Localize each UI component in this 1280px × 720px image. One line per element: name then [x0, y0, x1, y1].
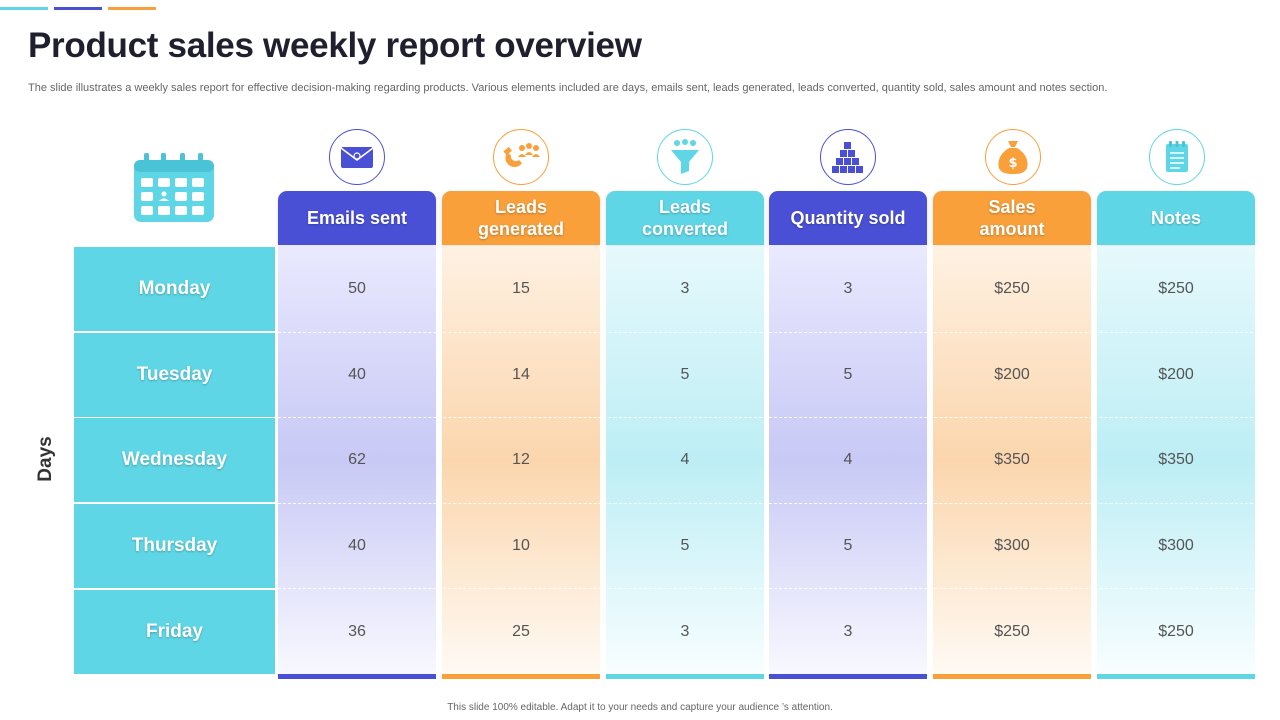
cell-monday-leads-converted: 3	[680, 280, 690, 297]
days-axis-label: Days	[35, 436, 56, 482]
page-subtitle: The slide illustrates a weekly sales rep…	[28, 82, 1108, 94]
calendar-icon	[132, 152, 216, 224]
accent-line-blue	[54, 7, 102, 10]
cell-monday-sales-amount: $250	[994, 280, 1030, 297]
stacked-boxes-icon	[820, 129, 876, 185]
cell-monday-emails-sent: 50	[348, 280, 366, 297]
column-bar-quantity-sold	[769, 674, 927, 679]
column-bar-emails-sent	[278, 674, 436, 679]
day-cell-friday: Friday	[74, 590, 275, 674]
cell-friday-emails-sent: 36	[348, 623, 366, 640]
header-quantity-sold: Quantity sold	[769, 191, 927, 245]
funnel-people-icon	[657, 129, 713, 185]
accent-line-orange	[108, 7, 156, 10]
cell-friday-quantity-sold: 3	[843, 623, 853, 640]
notepad-icon	[1149, 129, 1205, 185]
cell-tuesday-leads-converted: 5	[680, 366, 690, 383]
envelope-icon	[329, 129, 385, 185]
cell-thursday-sales-amount: $300	[994, 537, 1030, 554]
day-cell-tuesday: Tuesday	[74, 333, 275, 417]
row-separator	[278, 332, 1258, 333]
cell-wednesday-notes: $350	[1158, 451, 1194, 468]
accent-line-cyan	[0, 7, 48, 10]
column-bar-leads-generated	[442, 674, 600, 679]
cell-tuesday-notes: $200	[1158, 366, 1194, 383]
cell-wednesday-quantity-sold: 4	[843, 451, 853, 468]
row-separator	[278, 503, 1258, 504]
cell-thursday-notes: $300	[1158, 537, 1194, 554]
cell-monday-notes: $250	[1158, 280, 1194, 297]
cell-wednesday-emails-sent: 62	[348, 451, 366, 468]
money-bag-icon: $	[985, 129, 1041, 185]
row-separator	[278, 417, 1258, 418]
column-bar-sales-amount	[933, 674, 1091, 679]
header-emails-sent: Emails sent	[278, 191, 436, 245]
cell-tuesday-emails-sent: 40	[348, 366, 366, 383]
column-body-notes	[1097, 246, 1255, 674]
column-body-sales-amount	[933, 246, 1091, 674]
footer-note: This slide 100% editable. Adapt it to yo…	[447, 702, 833, 713]
day-cell-wednesday: Wednesday	[74, 418, 275, 502]
cell-thursday-emails-sent: 40	[348, 537, 366, 554]
cell-tuesday-sales-amount: $200	[994, 366, 1030, 383]
cell-friday-leads-generated: 25	[512, 623, 530, 640]
page-title: Product sales weekly report overview	[28, 26, 642, 65]
cell-tuesday-quantity-sold: 5	[843, 366, 853, 383]
column-body-emails-sent	[278, 246, 436, 674]
header-sales-amount: Sales amount	[933, 191, 1091, 245]
cell-thursday-quantity-sold: 5	[843, 537, 853, 554]
day-cell-monday: Monday	[74, 247, 275, 331]
cell-friday-sales-amount: $250	[994, 623, 1030, 640]
column-body-quantity-sold	[769, 246, 927, 674]
magnet-people-icon	[493, 129, 549, 185]
cell-thursday-leads-converted: 5	[680, 537, 690, 554]
header-notes: Notes	[1097, 191, 1255, 245]
cell-friday-notes: $250	[1158, 623, 1194, 640]
row-separator	[278, 588, 1258, 589]
header-leads-converted: Leads converted	[606, 191, 764, 245]
svg-text:$: $	[1008, 156, 1017, 171]
cell-thursday-leads-generated: 10	[512, 537, 530, 554]
cell-wednesday-leads-generated: 12	[512, 451, 530, 468]
column-bar-leads-converted	[606, 674, 764, 679]
cell-monday-leads-generated: 15	[512, 280, 530, 297]
column-body-leads-converted	[606, 246, 764, 674]
column-bar-notes	[1097, 674, 1255, 679]
cell-friday-leads-converted: 3	[680, 623, 690, 640]
day-cell-thursday: Thursday	[74, 504, 275, 588]
cell-wednesday-leads-converted: 4	[680, 451, 690, 468]
header-leads-generated: Leads generated	[442, 191, 600, 245]
cell-wednesday-sales-amount: $350	[994, 451, 1030, 468]
column-body-leads-generated	[442, 246, 600, 674]
cell-monday-quantity-sold: 3	[843, 280, 853, 297]
cell-tuesday-leads-generated: 14	[512, 366, 530, 383]
